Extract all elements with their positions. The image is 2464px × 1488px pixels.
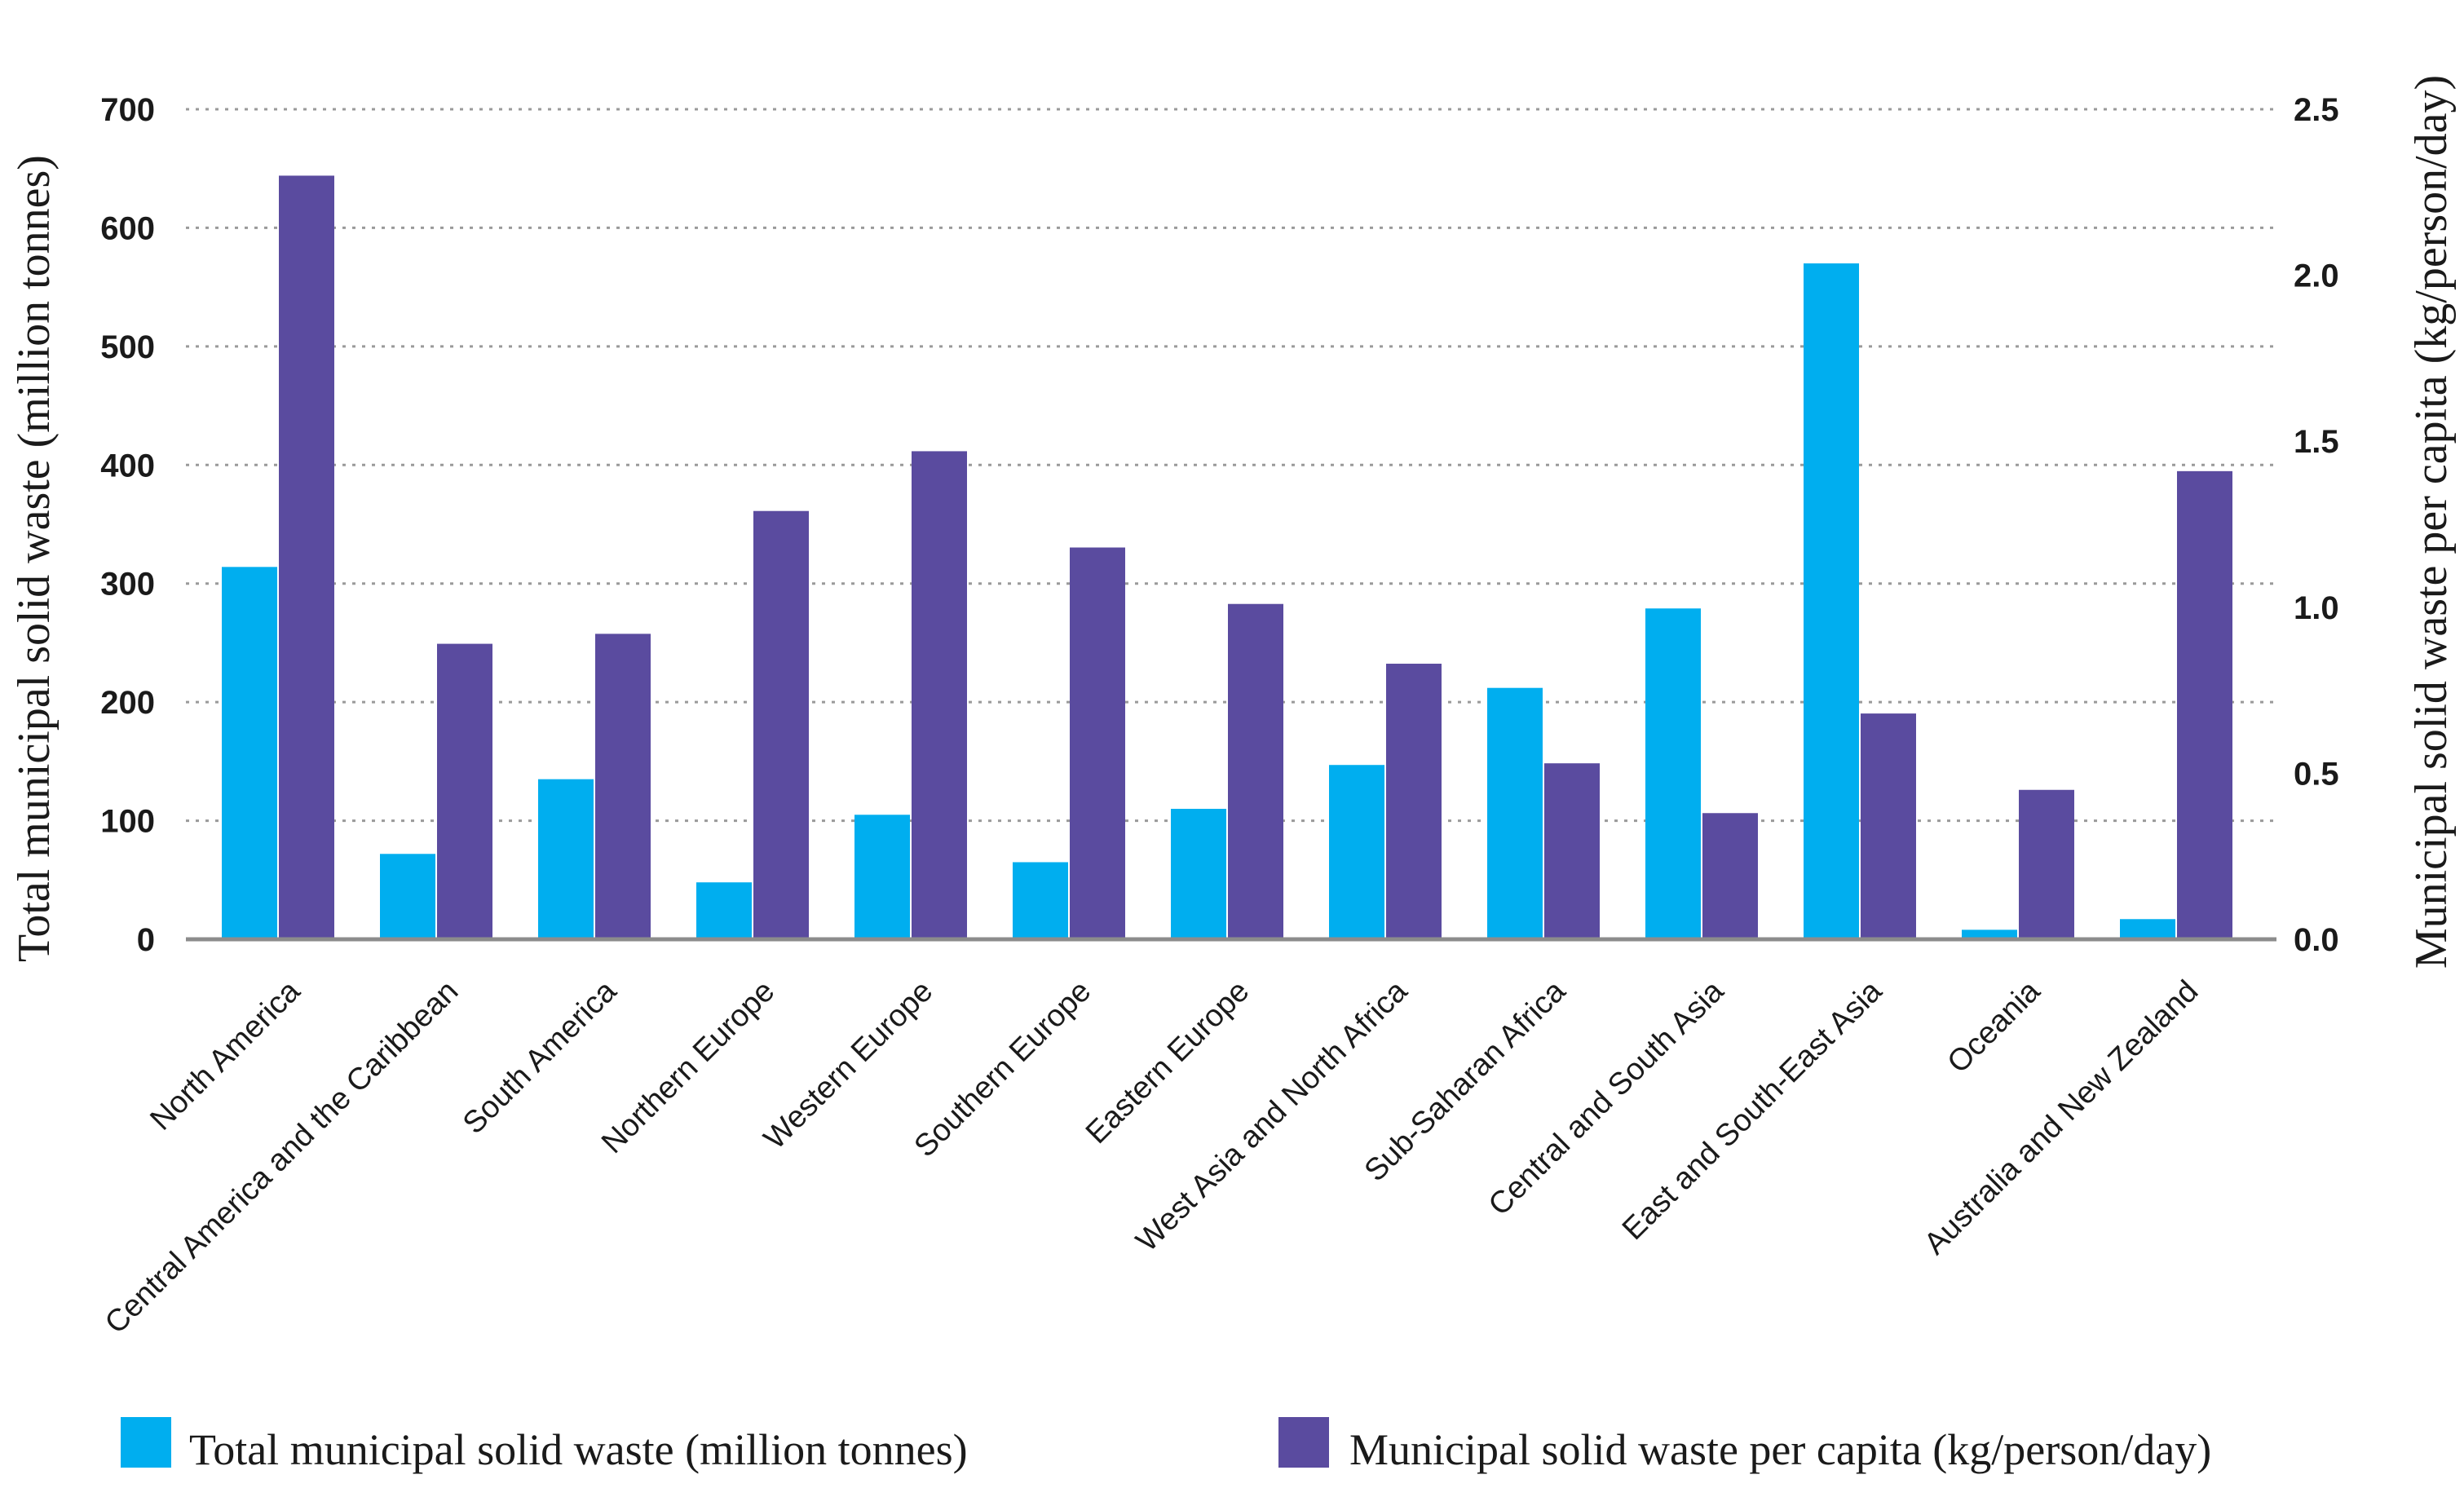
bar-per-capita bbox=[437, 643, 492, 939]
category-label: East and South-East Asia bbox=[1616, 974, 1889, 1247]
category-label: North America bbox=[144, 974, 307, 1137]
y-tick-label: 400 bbox=[100, 448, 155, 483]
y2-tick-label: 0.0 bbox=[2294, 922, 2339, 958]
bar-total-waste bbox=[1962, 929, 2017, 939]
bar-per-capita bbox=[1386, 664, 1442, 939]
legend-swatch-total-waste bbox=[121, 1417, 171, 1468]
y-axis-title-right: Municipal solid waste per capita (kg/per… bbox=[2406, 75, 2457, 969]
legend: Total municipal solid waste (million ton… bbox=[121, 1417, 2211, 1474]
y2-tick-label: 1.0 bbox=[2294, 590, 2339, 626]
bar-per-capita bbox=[912, 451, 967, 939]
bars bbox=[222, 175, 2232, 939]
bar-total-waste bbox=[538, 779, 594, 939]
y-tick-label: 700 bbox=[100, 92, 155, 128]
bar-per-capita bbox=[1861, 713, 1916, 939]
gridlines bbox=[186, 108, 2276, 823]
bar-per-capita bbox=[2019, 789, 2074, 939]
bar-total-waste bbox=[1487, 687, 1543, 939]
y2-tick-label: 2.5 bbox=[2294, 92, 2339, 128]
bar-total-waste bbox=[854, 815, 910, 939]
right-axis-ticks: 0.0 0.5 1.0 1.5 2.0 2.5 bbox=[2294, 92, 2339, 958]
bar-per-capita bbox=[753, 510, 809, 939]
bar-per-capita bbox=[1070, 547, 1125, 939]
y-tick-label: 100 bbox=[100, 804, 155, 840]
bar-per-capita bbox=[279, 175, 334, 939]
category-label: Northern Europe bbox=[595, 974, 781, 1160]
category-label: Eastern Europe bbox=[1080, 974, 1256, 1150]
legend-label-per-capita: Municipal solid waste per capita (kg/per… bbox=[1349, 1425, 2211, 1474]
y2-tick-label: 1.5 bbox=[2294, 424, 2339, 460]
y-tick-label: 200 bbox=[100, 685, 155, 721]
y-tick-label: 500 bbox=[100, 329, 155, 365]
bar-per-capita bbox=[1544, 763, 1600, 939]
y-axis-title-left: Total municipal solid waste (million ton… bbox=[9, 155, 60, 962]
legend-swatch-per-capita bbox=[1278, 1417, 1329, 1468]
bar-per-capita bbox=[1228, 603, 1283, 939]
bar-total-waste bbox=[1329, 765, 1384, 939]
bar-total-waste bbox=[1645, 608, 1701, 939]
left-axis-ticks: 0 100 200 300 400 500 600 700 bbox=[100, 92, 155, 958]
bar-total-waste bbox=[1171, 809, 1226, 939]
legend-label-total-waste: Total municipal solid waste (million ton… bbox=[189, 1425, 968, 1474]
bar-total-waste bbox=[1013, 862, 1068, 939]
y-tick-label: 0 bbox=[137, 922, 155, 958]
bar-total-waste bbox=[380, 854, 435, 939]
bar-total-waste bbox=[2120, 919, 2175, 939]
category-label: Central America and the Caribbean bbox=[99, 974, 465, 1340]
category-label: Western Europe bbox=[757, 974, 939, 1156]
y-tick-label: 300 bbox=[100, 567, 155, 603]
y-tick-label: 600 bbox=[100, 210, 155, 246]
y2-tick-label: 2.0 bbox=[2294, 258, 2339, 294]
bar-total-waste bbox=[222, 567, 277, 939]
category-label: Southern Europe bbox=[907, 974, 1097, 1164]
category-label: Australia and New Zealand bbox=[1918, 974, 2205, 1261]
bar-per-capita bbox=[595, 634, 651, 939]
bar-per-capita bbox=[2177, 470, 2232, 939]
category-label: West Asia and North Africa bbox=[1130, 974, 1415, 1258]
bar-total-waste bbox=[696, 882, 752, 939]
category-label: Oceania bbox=[1941, 974, 2047, 1080]
bar-per-capita bbox=[1702, 813, 1758, 939]
category-label: South America bbox=[457, 974, 624, 1141]
bar-total-waste bbox=[1804, 263, 1859, 939]
y2-tick-label: 0.5 bbox=[2294, 756, 2339, 792]
